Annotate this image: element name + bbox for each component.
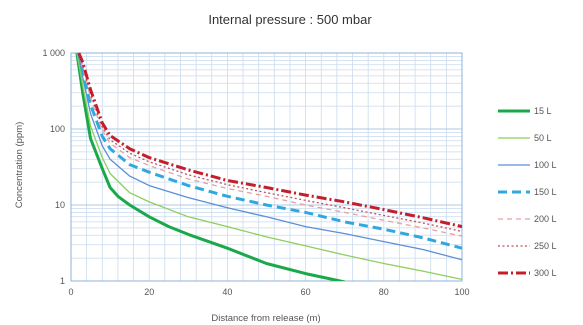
y-tick-label: 1 [60, 276, 65, 286]
series-line-15l [75, 52, 346, 281]
legend-label-15l: 15 L [534, 106, 552, 116]
x-tick-label: 80 [379, 287, 389, 297]
x-tick-label: 20 [144, 287, 154, 297]
chart-title: Internal pressure : 500 mbar [208, 12, 372, 27]
y-tick-label: 10 [55, 200, 65, 210]
x-axis-label: Distance from release (m) [211, 313, 320, 324]
legend-label-250l: 250 L [534, 241, 557, 251]
legend-label-300l: 300 L [534, 268, 557, 278]
y-tick-label: 100 [50, 124, 65, 134]
y-tick-label: 1 000 [42, 48, 65, 58]
series-line-300l [77, 52, 462, 229]
legend-label-100l: 100 L [534, 160, 557, 170]
legend-label-150l: 150 L [534, 187, 557, 197]
y-axis-label: Concentration (ppm) [14, 122, 25, 209]
legend: 15 L 50 L 100 L 150 L 200 L 250 L 300 L [498, 106, 557, 278]
x-tick-label: 40 [222, 287, 232, 297]
series-line-150l [77, 52, 462, 250]
x-tick-label: 100 [454, 287, 469, 297]
series-line-200l [78, 52, 462, 237]
tick-labels: 0 20 40 60 80 100 1 10 100 1 000 [42, 48, 469, 297]
legend-label-200l: 200 L [534, 214, 557, 224]
series-layer [75, 52, 462, 281]
x-tick-label: 0 [68, 287, 73, 297]
legend-label-50l: 50 L [534, 133, 552, 143]
series-line-50l [76, 52, 462, 281]
series-line-100l [78, 52, 462, 261]
plot-frame [70, 52, 463, 282]
x-tick-label: 60 [301, 287, 311, 297]
grid [70, 52, 463, 282]
